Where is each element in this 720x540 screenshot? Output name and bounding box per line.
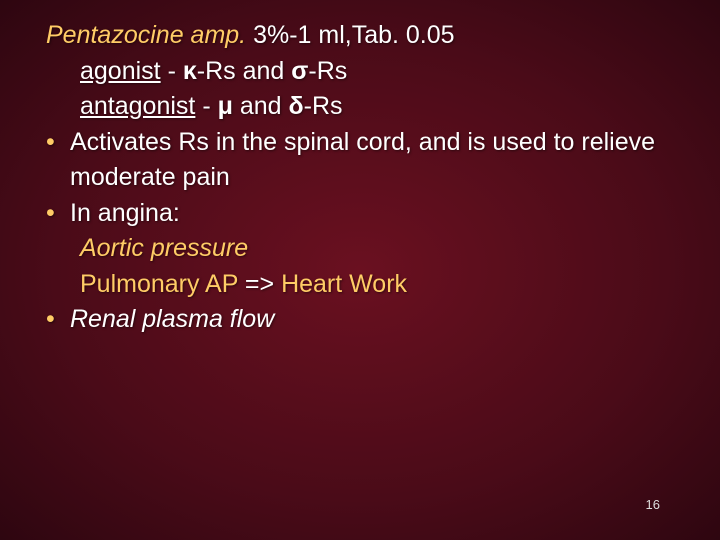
heartwork-text: Heart Work [281, 270, 407, 298]
agonist-dash: - [161, 57, 183, 85]
arrow-text: => [238, 270, 281, 298]
pulmonary-line: Pulmonary AP => Heart Work [46, 267, 690, 303]
aortic-line: Aortic pressure [46, 231, 690, 267]
kappa-symbol: κ [183, 57, 197, 85]
bullet-angina: In angina: [46, 196, 690, 232]
antagonist-line: antagonist - μ and δ-Rs [46, 89, 690, 125]
bullet-activates: Activates Rs in the spinal cord, and is … [46, 125, 690, 196]
antagonist-label: antagonist [80, 92, 195, 120]
agonist-label: agonist [80, 57, 161, 85]
antagonist-rs: -Rs [304, 92, 343, 120]
antagonist-dash: - [195, 92, 217, 120]
activates-text: Activates Rs in the spinal cord, and is … [70, 128, 655, 192]
mu-symbol: μ [218, 92, 233, 120]
dosage-text: 3%-1 ml,Tab. 0.05 [246, 21, 454, 49]
renal-text: Renal plasma flow [70, 305, 274, 333]
title-line: Pentazocine amp. 3%-1 ml,Tab. 0.05 [46, 18, 690, 54]
agonist-line: agonist - κ-Rs and σ-Rs [46, 54, 690, 90]
drug-name: Pentazocine amp. [46, 21, 246, 49]
agonist-rs1: -Rs and [197, 57, 291, 85]
angina-text: In angina: [70, 199, 180, 227]
pulmonary-text: Pulmonary AP [80, 270, 238, 298]
bullet-renal: Renal plasma flow [46, 302, 690, 338]
delta-symbol: δ [289, 92, 304, 120]
aortic-text: Aortic pressure [80, 234, 248, 262]
antagonist-and: and [233, 92, 289, 120]
sigma-symbol: σ [291, 57, 308, 85]
slide-content: Pentazocine amp. 3%-1 ml,Tab. 0.05 agoni… [0, 0, 720, 338]
agonist-rs2: -Rs [308, 57, 347, 85]
page-number: 16 [646, 497, 660, 512]
